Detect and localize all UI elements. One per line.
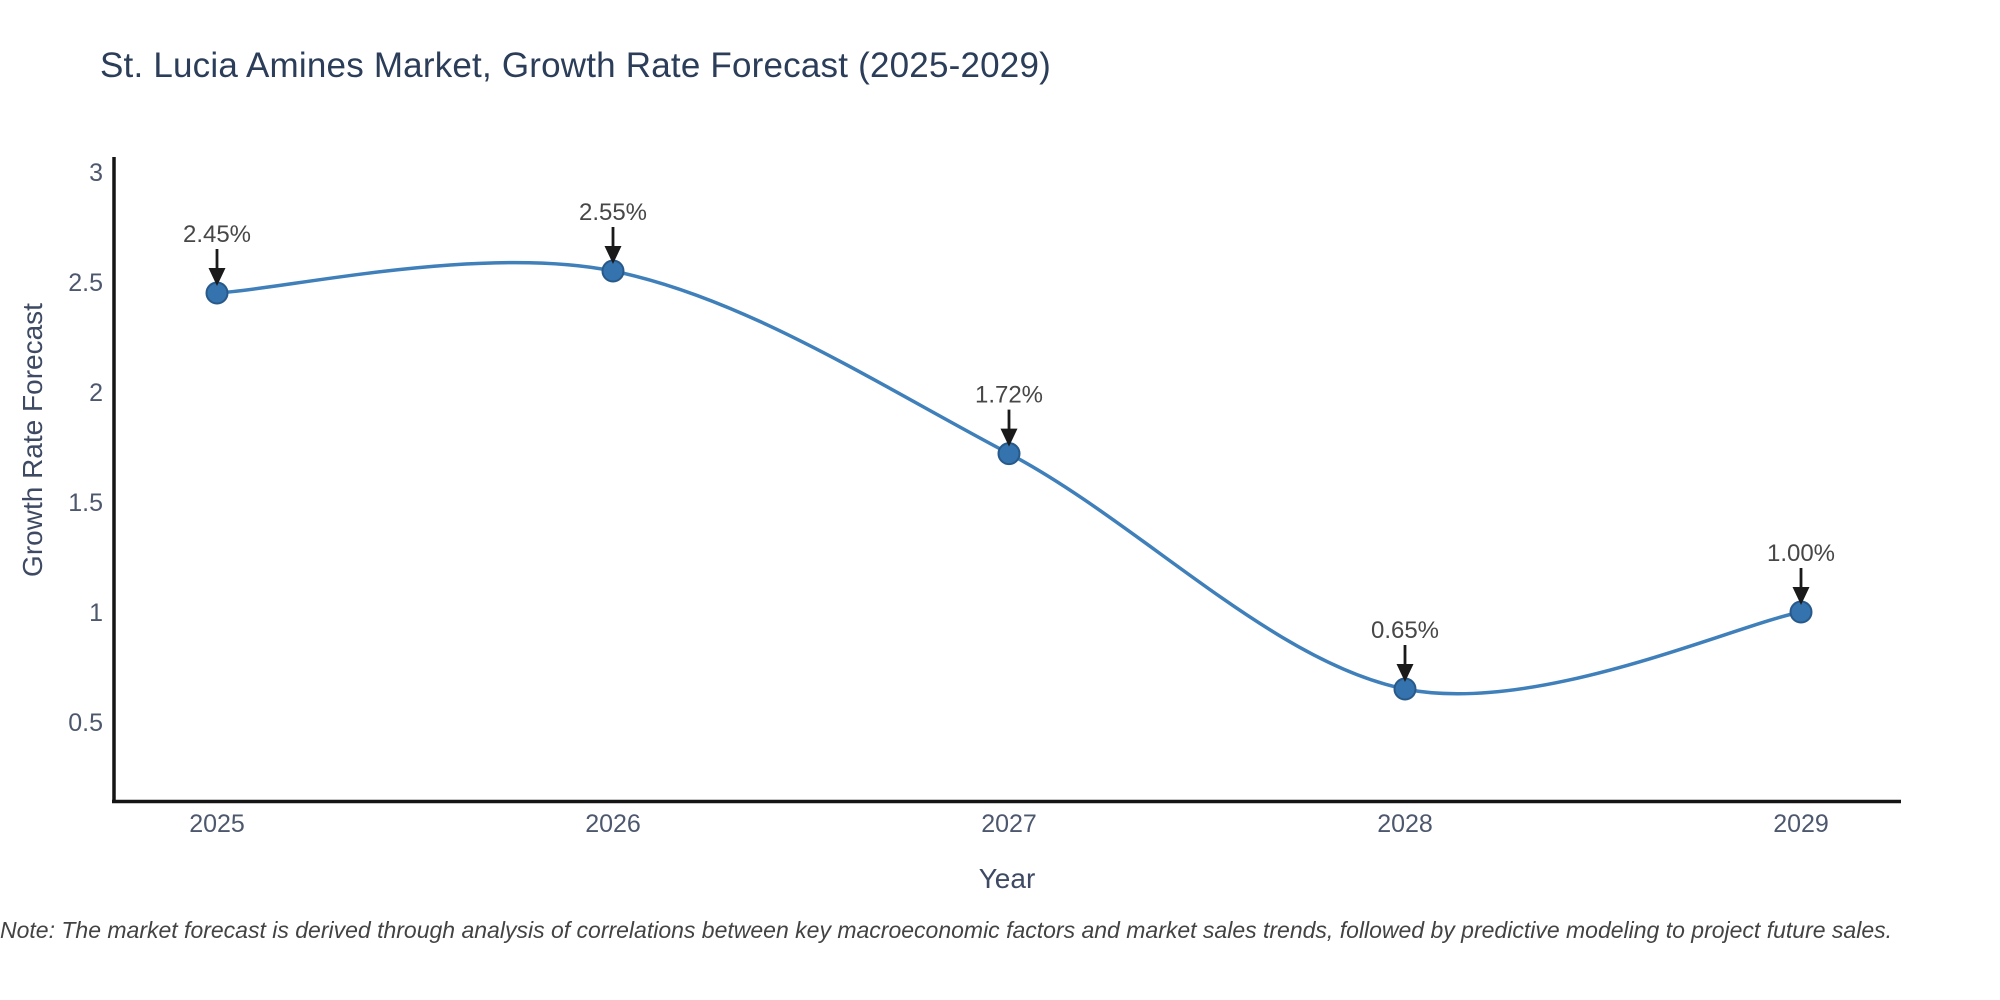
x-tick-label: 2025: [189, 810, 245, 838]
x-tick-label: 2027: [981, 810, 1037, 838]
x-tick-label: 2026: [585, 810, 641, 838]
y-tick-label: 3: [89, 159, 103, 187]
x-tick-label: 2029: [1773, 810, 1829, 838]
chart-title: St. Lucia Amines Market, Growth Rate For…: [100, 46, 1051, 85]
x-axis-title: Year: [979, 863, 1036, 894]
y-axis-title: Growth Rate Forecast: [17, 303, 48, 577]
point-annotation-label: 1.00%: [1767, 540, 1835, 567]
point-annotation-label: 1.72%: [975, 382, 1043, 409]
y-tick-label: 1: [89, 599, 103, 627]
annotation-arrowhead-icon: [1396, 664, 1414, 682]
point-annotation-label: 2.45%: [183, 221, 251, 248]
y-tick-label: 1.5: [68, 489, 103, 517]
point-annotation-label: 0.65%: [1371, 617, 1439, 644]
annotation-arrowhead-icon: [208, 268, 226, 286]
plot-area: 3 2.5 2 1.5 1 0.5 2025 2026 2027 2028 2029 2.45% 2.5…: [68, 159, 1835, 838]
annotation-arrowhead-icon: [604, 246, 622, 264]
y-tick-label: 2: [89, 379, 103, 407]
point-annotation-label: 2.55%: [579, 199, 647, 226]
footnote: Note: The market forecast is derived thr…: [0, 917, 1893, 943]
series-line: [215, 260, 1803, 696]
y-tick-label: 0.5: [68, 709, 103, 737]
y-tick-label: 2.5: [68, 269, 103, 297]
annotation-arrowhead-icon: [1792, 587, 1810, 605]
x-tick-label: 2028: [1377, 810, 1433, 838]
annotation-arrowhead-icon: [1000, 428, 1018, 447]
